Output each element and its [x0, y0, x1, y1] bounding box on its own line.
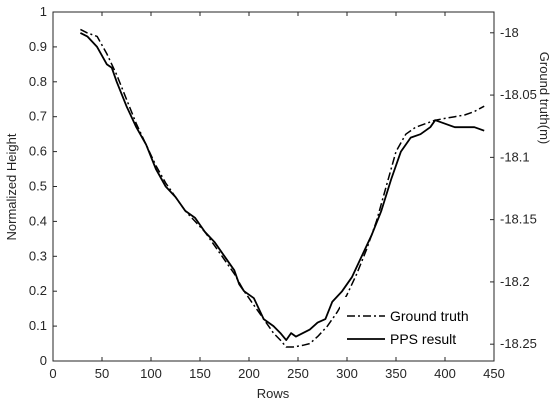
legend: Ground truth PPS result	[340, 297, 482, 355]
y-tick-label: 0.6	[29, 144, 47, 159]
y-axis-title: Normalized Height	[4, 133, 19, 240]
y-tick-label: 0.4	[29, 213, 47, 228]
x-tick-label: 150	[189, 366, 211, 381]
y-tick-label: 0.9	[29, 39, 47, 54]
y-tick-label: 0	[40, 353, 47, 368]
x-tick-label: 300	[336, 366, 358, 381]
y2-tick-label: -18	[500, 25, 519, 40]
series-lines	[79, 28, 485, 348]
legend-box	[340, 297, 482, 355]
y-tick-label: 0.8	[29, 74, 47, 89]
y-tick-label: 0.7	[29, 109, 47, 124]
y-tick-label: 1	[40, 4, 47, 19]
y2-tick-label: -18.2	[500, 274, 530, 289]
x-tick-label: 200	[238, 366, 260, 381]
x-tick-label: 250	[287, 366, 309, 381]
y-axis-ticks: 0 0.1 0.2 0.3 0.4 0.5 0.6 0.7 0.8 0.9 1	[29, 4, 57, 368]
series-line-pps-result	[79, 32, 485, 342]
x-tick-label: 100	[140, 366, 162, 381]
legend-label-ground-truth: Ground truth	[390, 308, 469, 324]
legend-label-pps-result: PPS result	[390, 331, 456, 347]
y2-tick-label: -18.05	[500, 87, 537, 102]
y2-tick-label: -18.15	[500, 212, 537, 227]
y2-axis-ticks: -18 -18.05 -18.1 -18.15 -18.2 -18.25	[490, 25, 537, 351]
y2-tick-label: -18.25	[500, 336, 537, 351]
y-tick-label: 0.5	[29, 179, 47, 194]
y-tick-label: 0.1	[29, 318, 47, 333]
x-tick-label: 350	[385, 366, 407, 381]
x-tick-label: 50	[95, 366, 109, 381]
y-tick-label: 0.3	[29, 248, 47, 263]
x-tick-label: 400	[434, 366, 456, 381]
y2-tick-label: -18.1	[500, 149, 530, 164]
y-tick-label: 0.2	[29, 283, 47, 298]
x-axis-title: Rows	[257, 386, 290, 401]
y2-axis-title: Ground truth(m)	[537, 52, 550, 144]
x-axis-ticks: 0 50 100 150 200 250 300 350 400 450	[49, 12, 505, 381]
x-tick-label: 450	[483, 366, 505, 381]
x-tick-label: 0	[49, 366, 56, 381]
